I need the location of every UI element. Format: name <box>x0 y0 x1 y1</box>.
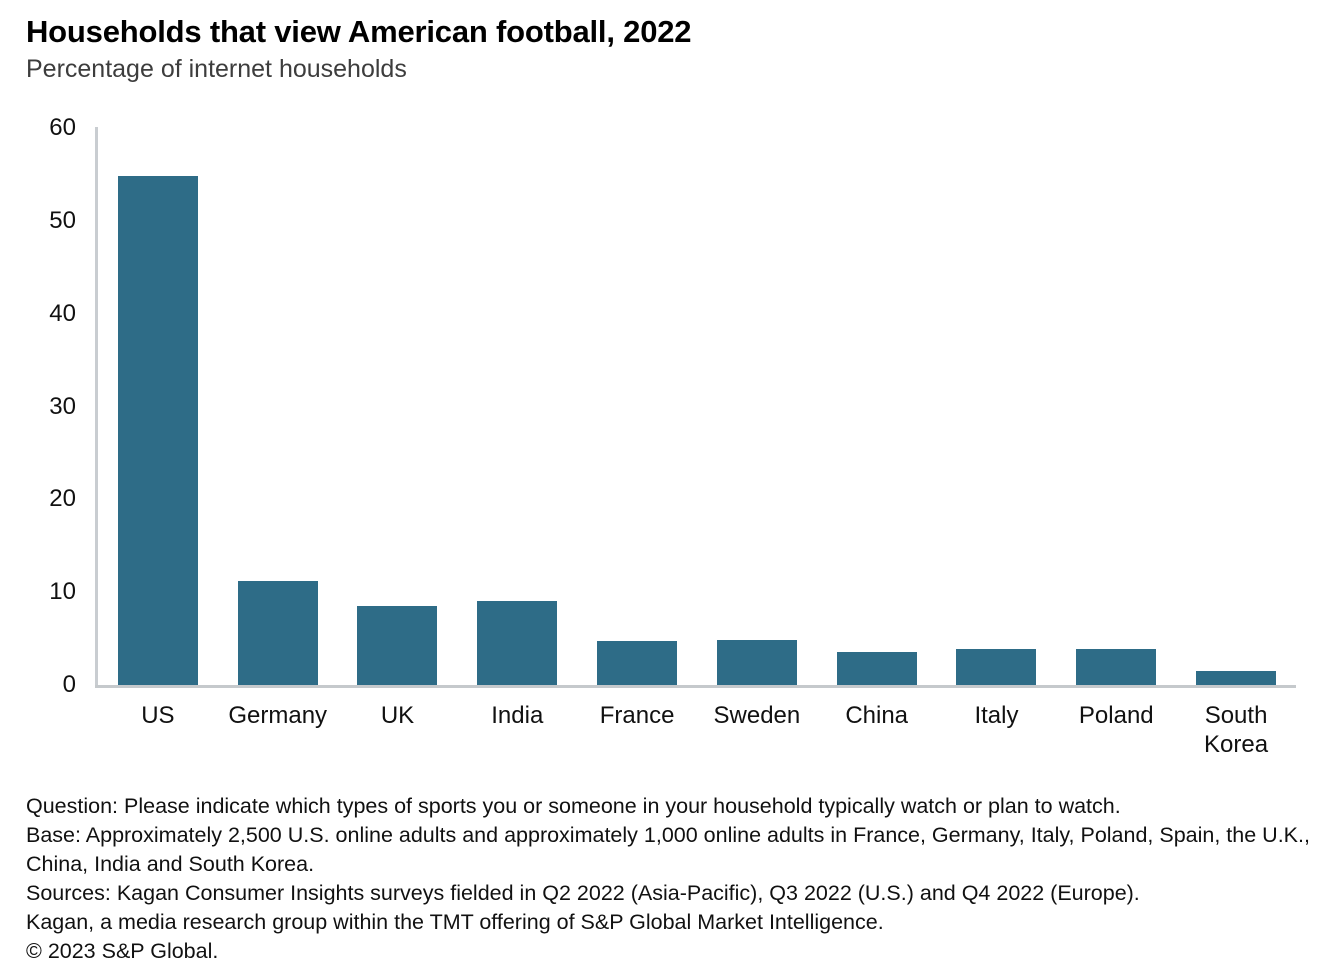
bar-series <box>98 128 1296 685</box>
x-category-label: US <box>141 702 175 729</box>
x-category-label: Sweden <box>713 702 801 729</box>
bar-column <box>817 128 937 685</box>
y-tick-label: 10 <box>49 578 76 606</box>
x-category-label: China <box>845 702 909 729</box>
y-tick-label: 20 <box>49 485 76 513</box>
bar-column <box>218 128 338 685</box>
footnote-line: Sources: Kagan Consumer Insights surveys… <box>26 881 1140 905</box>
footnotes: Question: Please indicate which types of… <box>26 792 1321 966</box>
footnote-line: Base: Approximately 2,500 U.S. online ad… <box>26 823 1310 876</box>
y-tick-label: 50 <box>49 206 76 234</box>
bar-column <box>577 128 697 685</box>
y-tick-label: 60 <box>49 114 76 141</box>
x-category-label: Poland <box>1078 702 1154 729</box>
bar-column <box>98 128 218 685</box>
y-tick-label: 40 <box>49 299 76 327</box>
bar-us <box>117 176 198 685</box>
x-category-label: France <box>599 702 675 729</box>
x-category-label: Italy <box>974 702 1019 729</box>
bar-column <box>937 128 1057 685</box>
chart-header: Households that view American football, … <box>26 14 692 84</box>
chart-title: Households that view American football, … <box>26 14 692 49</box>
bar-china <box>836 651 917 685</box>
bar-column <box>1056 128 1176 685</box>
footnote-line: Question: Please indicate which types of… <box>26 794 1121 818</box>
bar-india <box>477 600 558 685</box>
bar-sweden <box>716 640 797 685</box>
x-category-label: India <box>491 702 544 729</box>
bar-column <box>457 128 577 685</box>
x-category-label: Germany <box>228 702 328 729</box>
footnote-line: © 2023 S&P Global. <box>26 939 219 963</box>
x-category-label: South Korea <box>1204 702 1269 758</box>
bar-italy <box>956 648 1037 685</box>
bar-uk <box>357 606 438 685</box>
bar-germany <box>237 581 318 685</box>
bar-south-korea <box>1196 671 1277 685</box>
y-tick-label: 30 <box>49 392 76 420</box>
bar-france <box>597 641 678 685</box>
bar-column <box>697 128 817 685</box>
bar-column <box>338 128 458 685</box>
y-tick-label: 0 <box>62 671 76 698</box>
x-axis-line <box>95 685 1296 688</box>
chart-subtitle: Percentage of internet households <box>26 55 407 83</box>
footnote-line: Kagan, a media research group within the… <box>26 910 884 934</box>
x-axis-category-labels: US Germany UK India France Sweden China Italy Po… <box>98 701 1296 759</box>
y-axis-line <box>95 127 98 687</box>
bar-poland <box>1076 648 1157 685</box>
y-axis-tick-labels: 0 10 20 30 40 50 60 <box>0 116 76 697</box>
bar-column <box>1176 128 1296 685</box>
x-category-label: UK <box>380 702 415 729</box>
